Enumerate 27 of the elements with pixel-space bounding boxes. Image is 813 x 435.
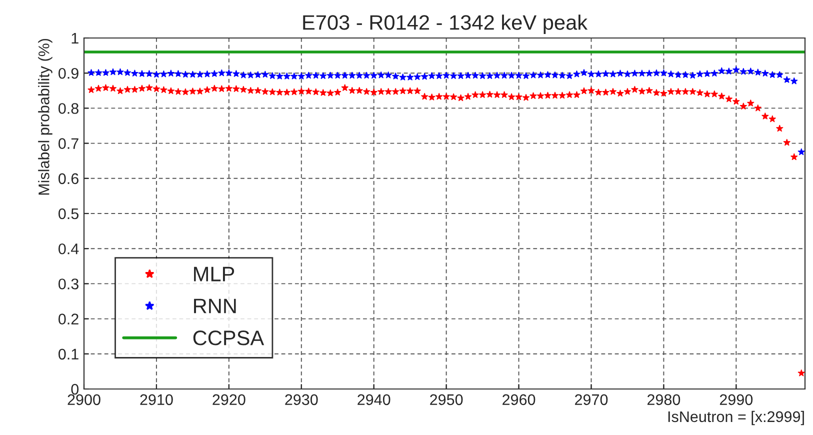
x-tick-label: 2920 (212, 394, 246, 406)
y-tick-label: 0.8 (58, 103, 78, 114)
x-tick-label: 2960 (502, 394, 536, 406)
y-tick-label: 0.5 (58, 208, 78, 220)
legend-label: RNN (194, 298, 236, 314)
x-tick-label: 2970 (575, 394, 608, 406)
x-tick-label: 2980 (647, 394, 680, 406)
y-axis-title: Mislabel probability (%) (38, 38, 52, 195)
x-tick-label: 2990 (720, 394, 753, 406)
y-tick-label: 0.9 (58, 68, 78, 79)
y-tick-label: 0.7 (58, 138, 78, 149)
x-tick-label: 2910 (140, 394, 173, 406)
x-tick-label: 2930 (285, 394, 318, 406)
legend-label: CCPSA (193, 330, 264, 346)
x-tick-label: 2900 (68, 394, 100, 406)
chart-title: E703 - R0142 - 1342 keV peak (303, 14, 588, 34)
y-tick-label: 1 (72, 33, 78, 44)
y-tick-label: 0.1 (58, 348, 78, 360)
x-tick-label: 2940 (358, 394, 390, 406)
x-axis-title: IsNeutron = [x:2999] (668, 410, 804, 426)
x-tick-label: 2950 (430, 394, 463, 406)
y-tick-label: 0.4 (58, 243, 79, 254)
y-tick-label: 0.6 (58, 173, 78, 184)
legend-label: MLP (194, 266, 234, 282)
y-tick-label: 0.3 (58, 278, 78, 290)
y-tick-label: 0 (71, 384, 79, 395)
y-tick-label: 0.2 (58, 314, 78, 324)
